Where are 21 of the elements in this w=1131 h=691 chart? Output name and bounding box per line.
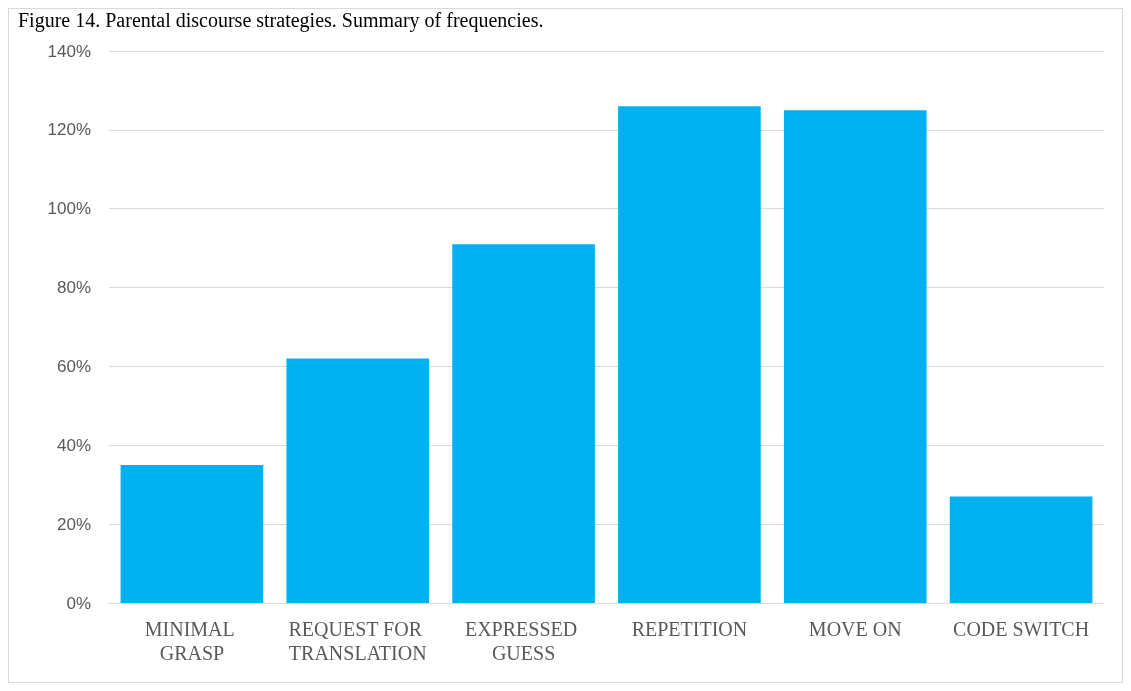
bar — [120, 465, 264, 603]
x-tick-label: REPETITION — [631, 618, 748, 640]
x-tick-label: REQUEST FOR TRANSLATION — [288, 618, 428, 664]
x-tick-label: EXPRESSED GUESS — [464, 618, 583, 664]
bar — [783, 110, 927, 603]
y-tick-label: 100% — [47, 199, 91, 219]
bar — [286, 358, 430, 603]
chart-title: Figure 14. Parental discourse strategies. Summary of frequencies. — [18, 9, 544, 32]
y-tick-label: 80% — [56, 278, 91, 298]
x-tick-label: MOVE ON — [808, 618, 902, 640]
bar — [618, 106, 761, 603]
y-tick-label: 60% — [56, 356, 91, 376]
x-tick-label: CODE SWITCH — [953, 618, 1090, 640]
y-tick-label: 140% — [47, 41, 91, 61]
bar — [452, 244, 595, 603]
bar — [949, 496, 1093, 603]
y-tick-label: 120% — [47, 120, 91, 140]
y-tick-label: 20% — [56, 514, 91, 534]
y-tick-label: 0% — [66, 593, 91, 613]
y-tick-label: 40% — [56, 435, 91, 455]
x-tick-label: MINIMAL GRASP — [144, 618, 240, 664]
